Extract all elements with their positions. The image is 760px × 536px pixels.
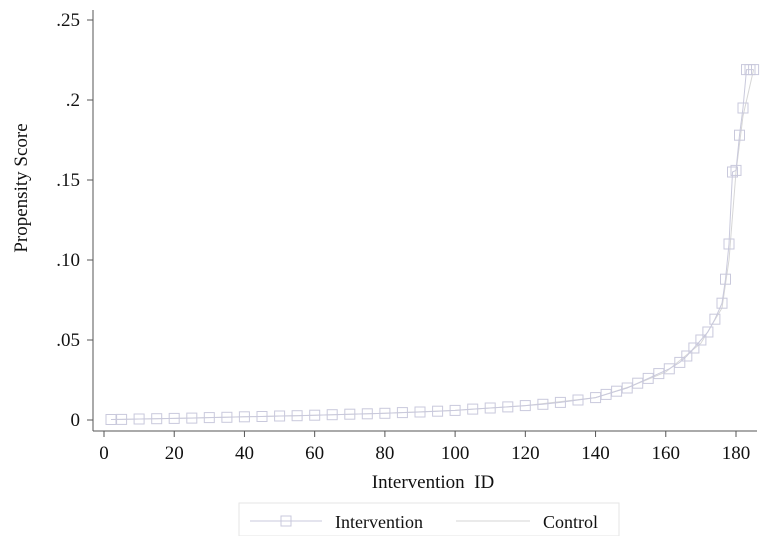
plot-area [105,64,760,425]
intervention-point [379,407,391,419]
intervention-point [291,410,303,422]
intervention-point [709,313,721,325]
intervention-point [695,334,707,346]
intervention-point [737,102,749,114]
intervention-point [674,356,686,368]
legend-box [238,502,620,536]
legend: Intervention Control [238,502,620,536]
intervention-point [663,363,675,375]
intervention-point [727,166,738,178]
legend-control-label: Control [543,512,598,532]
intervention-point [414,406,426,418]
intervention-point [326,409,338,421]
intervention-point [133,413,145,425]
intervention-point [484,402,496,414]
y-tick-label: .10 [56,250,80,271]
intervention-point [720,273,731,285]
x-tick-label: 100 [441,443,470,464]
intervention-point [519,400,531,412]
intervention-point [105,414,117,425]
intervention-point [716,297,728,309]
intervention-point [723,238,735,250]
y-tick-label: .15 [56,170,80,191]
intervention-point [432,405,444,417]
x-tick-label: 60 [305,443,324,464]
x-tick-label: 160 [652,443,681,464]
intervention-point [361,408,373,420]
intervention-point [688,342,700,354]
intervention-point [467,403,479,415]
x-tick-label: 0 [99,443,109,464]
intervention-point [256,411,268,422]
intervention-point [502,401,514,413]
x-tick-label: 140 [581,443,610,464]
y-tick-label: .25 [56,10,80,31]
intervention-point [572,394,584,406]
y-tick-label: 0 [71,410,81,431]
y-tick-label: .05 [56,330,80,351]
intervention-point [730,164,742,176]
intervention-series-line [110,69,754,420]
intervention-point [186,412,198,424]
intervention-point [449,404,461,416]
intervention-point [151,413,163,425]
intervention-point [681,350,693,362]
legend-intervention-label: Intervention [335,512,423,532]
x-tick-label: 20 [165,443,184,464]
intervention-point [734,129,745,141]
legend-intervention-marker [280,515,292,527]
intervention-point [611,385,623,397]
intervention-point [274,410,286,422]
intervention-point [238,411,250,423]
y-tick-label: .2 [66,90,80,111]
intervention-point [554,396,566,408]
intervention-point [537,398,549,410]
intervention-point [221,411,233,423]
x-tick-label: 80 [375,443,394,464]
intervention-point [748,64,760,76]
x-tick-label: 120 [511,443,540,464]
x-axis-title: Intervention ID [372,472,494,493]
intervention-point [396,407,408,419]
intervention-point [702,326,714,338]
intervention-point [116,413,128,425]
x-axis: 0 20 40 60 80 100 120 140 160 180 [93,430,757,464]
intervention-point [168,412,180,424]
x-tick-label: 40 [235,443,254,464]
y-axis-title: Propensity Score [11,123,32,252]
y-axis: 0 .05 .10 .15 .2 .25 [56,10,94,431]
intervention-point [344,408,356,420]
intervention-point [309,409,321,421]
intervention-point [203,412,215,424]
control-series-line [110,69,755,420]
intervention-point [642,372,654,384]
x-tick-label: 180 [722,443,751,464]
